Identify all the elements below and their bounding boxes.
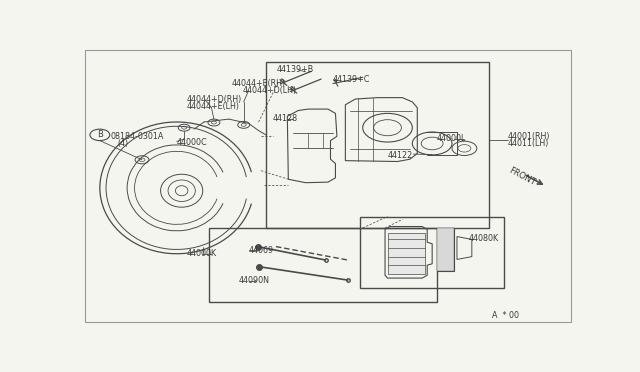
Text: 44080K: 44080K [469,234,499,243]
Text: (4): (4) [117,139,129,148]
Text: 44139+B: 44139+B [277,65,314,74]
Text: FRONT: FRONT [508,166,537,187]
Text: 44128: 44128 [273,114,298,123]
Text: 44122: 44122 [388,151,413,160]
Text: 44044+E(RH): 44044+E(RH) [231,79,285,88]
Text: A  * 00: A * 00 [492,311,518,320]
Text: 44044+D(RH): 44044+D(RH) [187,94,242,103]
Text: 44044+D(LH): 44044+D(LH) [243,86,297,95]
Text: 44000L: 44000L [437,134,467,143]
Bar [209,228,437,302]
Text: 44044+E(LH): 44044+E(LH) [187,102,239,111]
Text: 44069: 44069 [249,246,274,254]
Bar [388,233,425,274]
Text: 44001(RH): 44001(RH) [508,132,550,141]
Text: 44090N: 44090N [239,276,269,285]
Text: 44000K: 44000K [187,249,217,258]
Text: 08184-0301A: 08184-0301A [111,132,164,141]
Text: B: B [97,130,103,140]
Text: 44011(LH): 44011(LH) [508,139,549,148]
Bar [437,228,454,271]
Bar [266,62,489,228]
Text: 44000C: 44000C [177,138,207,147]
Text: 44139+C: 44139+C [333,75,371,84]
Bar [360,217,504,288]
